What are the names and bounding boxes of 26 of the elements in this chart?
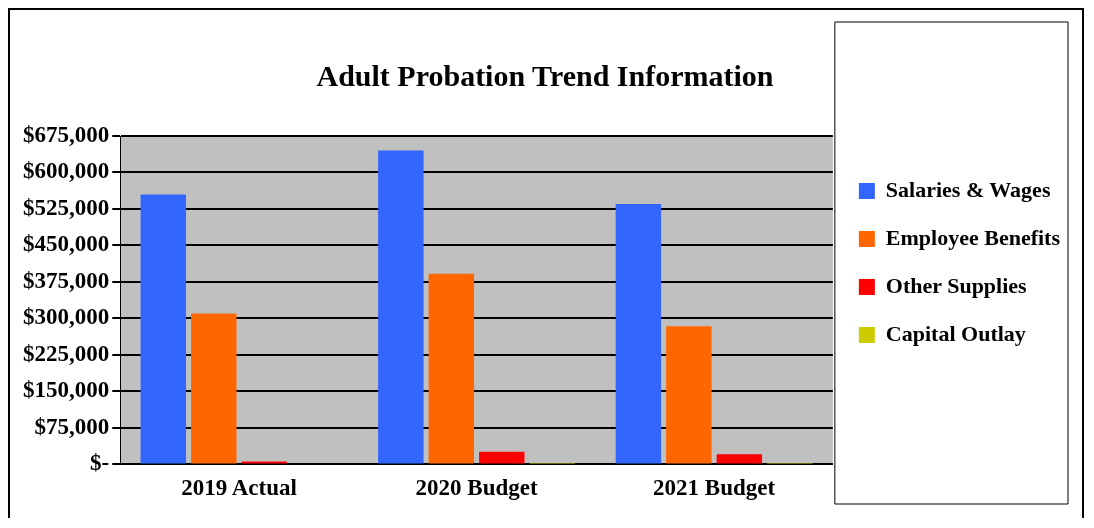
bar <box>378 150 424 464</box>
y-tick-label: $75,000 <box>34 413 110 439</box>
bar <box>428 273 475 464</box>
legend-label: Other Supplies <box>885 272 1028 298</box>
y-tick-label: $- <box>90 450 110 476</box>
bar <box>191 313 237 464</box>
y-tick-label: $525,000 <box>23 194 110 220</box>
chart-title: Adult Probation Trend Information <box>316 58 774 92</box>
bar <box>716 454 763 464</box>
bar <box>479 451 525 464</box>
y-tick-label: $375,000 <box>23 267 110 293</box>
bar <box>666 326 712 464</box>
legend-label: Employee Benefits <box>885 224 1061 250</box>
y-tick-label: $600,000 <box>23 158 110 184</box>
y-tick-label: $150,000 <box>23 377 110 403</box>
legend-label: Salaries & Wages <box>885 176 1051 202</box>
bar <box>140 194 187 464</box>
y-tick-label: $450,000 <box>23 231 110 257</box>
x-tick-label: 2019 Actual <box>181 475 297 501</box>
y-tick-label: $300,000 <box>23 304 110 330</box>
y-tick-label: $675,000 <box>23 121 110 147</box>
legend-label: Capital Outlay <box>885 320 1026 346</box>
y-tick-label: $225,000 <box>23 340 110 366</box>
x-tick-label: 2021 Budget <box>653 475 776 501</box>
x-tick-label: 2020 Budget <box>415 475 538 501</box>
bar <box>615 204 662 464</box>
